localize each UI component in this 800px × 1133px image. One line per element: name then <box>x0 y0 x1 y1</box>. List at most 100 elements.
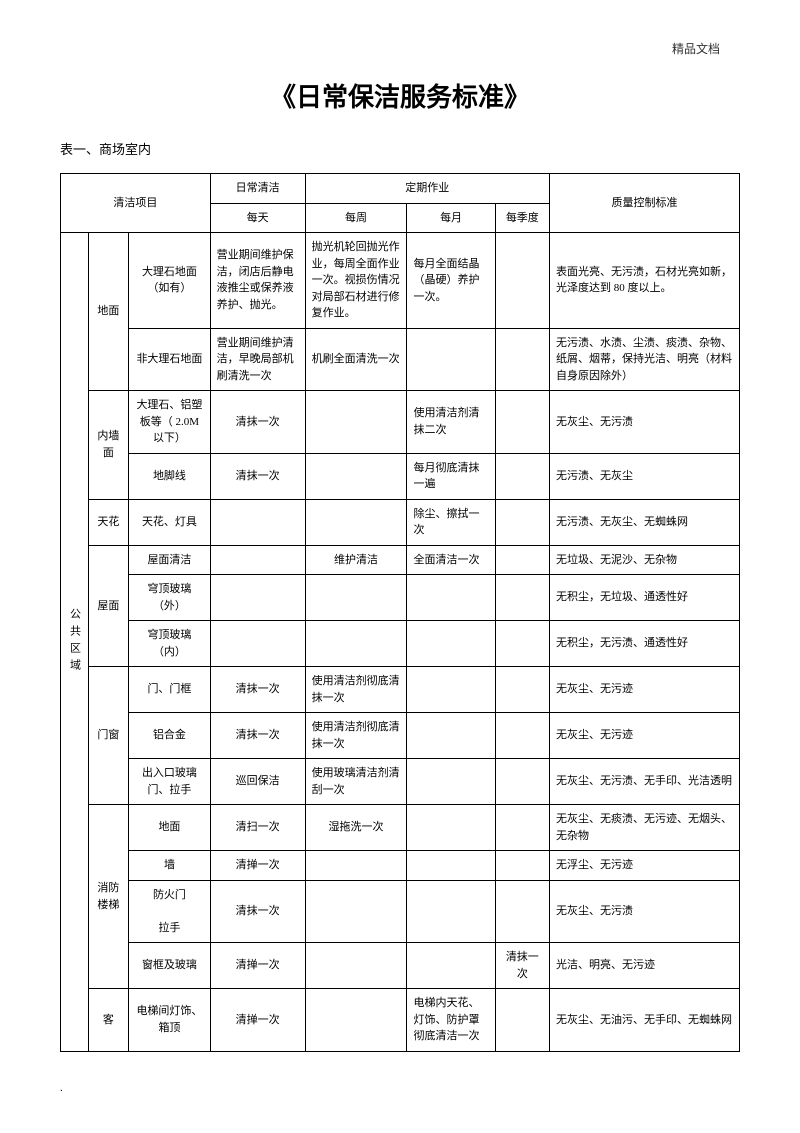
r3-quality: 无灰尘、无污渍 <box>549 391 739 454</box>
r10-quarterly <box>495 713 549 759</box>
page-title: 《日常保洁服务标准》 <box>60 77 740 114</box>
r12-quality: 无灰尘、无痰渍、无污迹、无烟头、无杂物 <box>549 805 739 851</box>
r10-item: 铝合金 <box>129 713 210 759</box>
r11-monthly <box>407 759 495 805</box>
r9-monthly <box>407 667 495 713</box>
r14-daily: 清抹一次 <box>210 880 305 943</box>
th-daily: 日常清洁 <box>210 174 305 204</box>
r9-quality: 无灰尘、无污迹 <box>549 667 739 713</box>
r3-item: 大理石、铝塑板等（ 2.0M 以下） <box>129 391 210 454</box>
r12-monthly <box>407 805 495 851</box>
r11-quality: 无灰尘、无污渍、无手印、光洁透明 <box>549 759 739 805</box>
r16-quality: 无灰尘、无油污、无手印、无蜘蛛网 <box>549 989 739 1052</box>
r14-weekly <box>305 880 407 943</box>
r16-monthly: 电梯内天花、灯饰、防护罩彻底清洁一次 <box>407 989 495 1052</box>
cat-ceiling: 天花 <box>88 499 129 545</box>
r13-daily: 清掸一次 <box>210 851 305 881</box>
r12-daily: 清扫一次 <box>210 805 305 851</box>
r8-quarterly <box>495 621 549 667</box>
r7-weekly <box>305 575 407 621</box>
r4-item: 地脚线 <box>129 453 210 499</box>
r1-quarterly <box>495 233 549 329</box>
r16-weekly <box>305 989 407 1052</box>
cat-floor: 地面 <box>88 233 129 391</box>
r13-quarterly <box>495 851 549 881</box>
th-periodic: 定期作业 <box>305 174 549 204</box>
r15-quarterly: 清抹一次 <box>495 943 549 989</box>
r15-quality: 光洁、明亮、无污迹 <box>549 943 739 989</box>
r6-weekly: 维护清洁 <box>305 545 407 575</box>
r1-quality: 表面光亮、无污渍，石材光亮如新，光泽度达到 80 度以上。 <box>549 233 739 329</box>
r7-daily <box>210 575 305 621</box>
cat-guest: 客 <box>88 989 129 1052</box>
r4-quality: 无污渍、无灰尘 <box>549 453 739 499</box>
r8-item: 穹顶玻璃（内） <box>129 621 210 667</box>
r3-monthly: 使用清洁剂清抹二次 <box>407 391 495 454</box>
r5-quality: 无污渍、无灰尘、无蜘蛛网 <box>549 499 739 545</box>
r11-daily: 巡回保洁 <box>210 759 305 805</box>
r7-monthly <box>407 575 495 621</box>
r11-quarterly <box>495 759 549 805</box>
r13-quality: 无浮尘、无污迹 <box>549 851 739 881</box>
th-everyday: 每天 <box>210 203 305 233</box>
r2-monthly <box>407 328 495 391</box>
r16-daily: 清掸一次 <box>210 989 305 1052</box>
th-quarterly: 每季度 <box>495 203 549 233</box>
r15-item: 窗框及玻璃 <box>129 943 210 989</box>
r14-item: 防火门 拉手 <box>129 880 210 943</box>
r7-quality: 无积尘，无垃圾、通透性好 <box>549 575 739 621</box>
r10-weekly: 使用清洁剂彻底清抹一次 <box>305 713 407 759</box>
r3-quarterly <box>495 391 549 454</box>
r14-quality: 无灰尘、无污渍 <box>549 880 739 943</box>
header-mark: 精品文档 <box>60 40 740 57</box>
r11-item: 出入口玻璃门、拉手 <box>129 759 210 805</box>
r2-quarterly <box>495 328 549 391</box>
r5-item: 天花、灯具 <box>129 499 210 545</box>
r4-monthly: 每月彻底清抹一遍 <box>407 453 495 499</box>
r13-item: 墙 <box>129 851 210 881</box>
cat-doorwin: 门窗 <box>88 667 129 805</box>
r7-item: 穹顶玻璃（外） <box>129 575 210 621</box>
r8-monthly <box>407 621 495 667</box>
r11-weekly: 使用玻璃清洁剂清刮一次 <box>305 759 407 805</box>
r8-daily <box>210 621 305 667</box>
r6-quarterly <box>495 545 549 575</box>
r10-daily: 清抹一次 <box>210 713 305 759</box>
r15-weekly <box>305 943 407 989</box>
r4-weekly <box>305 453 407 499</box>
r9-quarterly <box>495 667 549 713</box>
r13-weekly <box>305 851 407 881</box>
r9-item: 门、门框 <box>129 667 210 713</box>
r16-item: 电梯间灯饰、箱顶 <box>129 989 210 1052</box>
r5-monthly: 除尘、擦拭一次 <box>407 499 495 545</box>
r2-weekly: 机刷全面清洗一次 <box>305 328 407 391</box>
r1-item: 大理石地面（如有） <box>129 233 210 329</box>
r2-daily: 营业期间维护清洁，早晚局部机刷清洗一次 <box>210 328 305 391</box>
r2-item: 非大理石地面 <box>129 328 210 391</box>
r8-weekly <box>305 621 407 667</box>
r7-quarterly <box>495 575 549 621</box>
th-monthly: 每月 <box>407 203 495 233</box>
r10-quality: 无灰尘、无污迹 <box>549 713 739 759</box>
r16-quarterly <box>495 989 549 1052</box>
r5-quarterly <box>495 499 549 545</box>
r12-item: 地面 <box>129 805 210 851</box>
th-quality: 质量控制标准 <box>549 174 739 233</box>
r15-monthly <box>407 943 495 989</box>
r9-weekly: 使用清洁剂彻底清抹一次 <box>305 667 407 713</box>
r6-daily <box>210 545 305 575</box>
r6-monthly: 全面清洁一次 <box>407 545 495 575</box>
r9-daily: 清抹一次 <box>210 667 305 713</box>
cat-roof: 屋面 <box>88 545 129 667</box>
r15-daily: 清掸一次 <box>210 943 305 989</box>
footer-dot: . <box>60 1082 740 1094</box>
cat-firestair: 消防楼梯 <box>88 805 129 989</box>
r3-weekly <box>305 391 407 454</box>
r13-monthly <box>407 851 495 881</box>
cat-innerwall: 内墙面 <box>88 391 129 500</box>
r2-quality: 无污渍、水渍、尘渍、痰渍、杂物、纸屑、烟蒂，保持光洁、明亮（材料自身原因除外） <box>549 328 739 391</box>
r1-daily: 营业期间维护保洁，闭店后静电液推尘或保养液养护、抛光。 <box>210 233 305 329</box>
r4-daily: 清抹一次 <box>210 453 305 499</box>
r14-monthly <box>407 880 495 943</box>
th-weekly: 每周 <box>305 203 407 233</box>
